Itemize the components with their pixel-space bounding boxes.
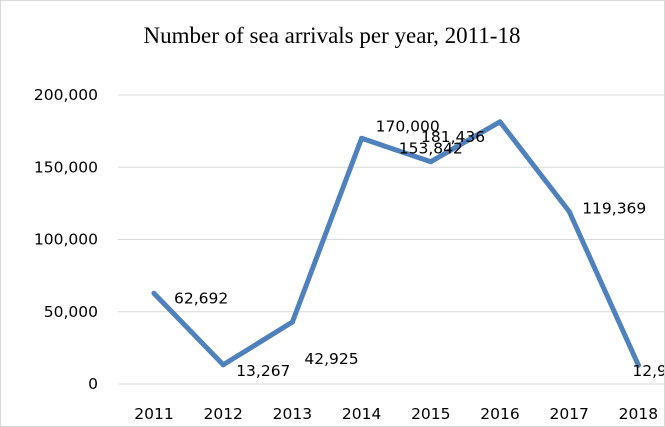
data-point: [635, 362, 641, 368]
y-tick-label: 50,000: [44, 303, 98, 321]
data-label: 170,000: [376, 117, 440, 135]
y-tick-label: 150,000: [34, 158, 98, 176]
y-tick-label: 0: [88, 375, 98, 393]
data-label: 13,267: [236, 362, 290, 380]
x-tick-label: 2014: [342, 405, 381, 423]
series-line: [151, 119, 641, 368]
x-tick-label: 2013: [273, 405, 312, 423]
data-point: [566, 209, 572, 215]
series-layer: [151, 119, 641, 368]
data-point: [359, 135, 365, 141]
gridlines: [118, 94, 664, 385]
data-point: [497, 119, 503, 125]
data-label: 153,842: [399, 140, 463, 158]
x-tick-label: 2011: [134, 405, 173, 423]
chart-title: Number of sea arrivals per year, 2011-18: [144, 23, 521, 48]
x-tick-label: 2018: [619, 405, 658, 423]
data-point: [151, 290, 157, 296]
x-tick-label: 2015: [411, 405, 450, 423]
y-tick-label: 100,000: [34, 231, 98, 249]
y-tick-label: 200,000: [34, 86, 98, 104]
data-point: [428, 159, 434, 165]
x-tick-label: 2012: [203, 405, 242, 423]
data-label: 12,977: [632, 362, 664, 380]
data-label: 119,369: [582, 200, 646, 218]
data-point: [220, 362, 226, 368]
data-label: 62,692: [174, 289, 228, 307]
data-point: [289, 319, 295, 325]
x-tick-label: 2016: [480, 405, 519, 423]
data-label: 181,436: [421, 128, 485, 146]
y-axis-ticks: 0 50,000 100,000 150,000 200,000: [34, 86, 98, 393]
x-axis-ticks: 2011 2012 2013 2014 2015 2016 2017 2018: [134, 405, 658, 423]
data-label: 42,925: [304, 350, 358, 368]
x-tick-label: 2017: [549, 405, 588, 423]
